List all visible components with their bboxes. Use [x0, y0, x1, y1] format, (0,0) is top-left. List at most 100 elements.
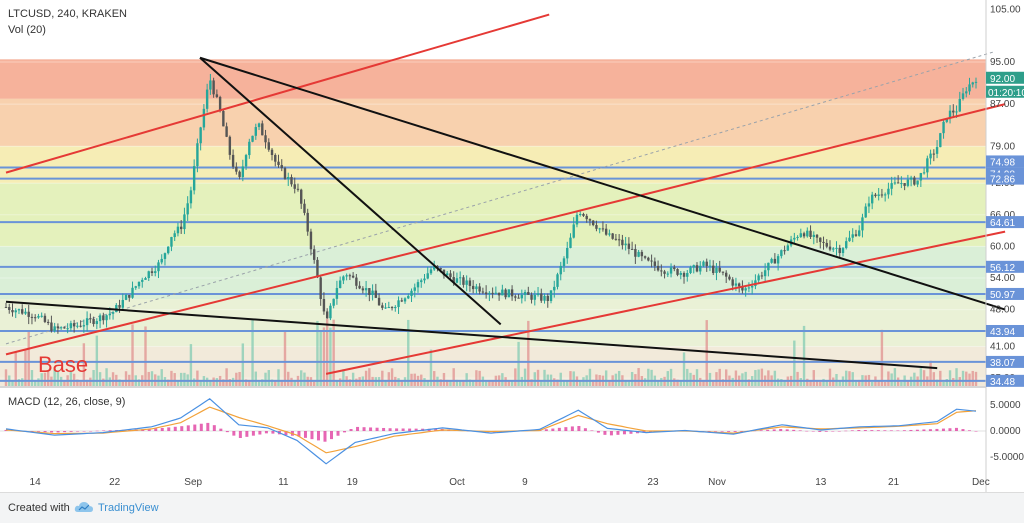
volume-bar-253 — [825, 381, 828, 386]
macd-hist-bar-62 — [408, 428, 412, 431]
candle-body-169 — [553, 286, 556, 291]
volume-bar-298 — [971, 370, 974, 386]
pane-separator[interactable] — [0, 386, 986, 388]
macd-axis[interactable]: 5.0000 0.0000 -5.0000 — [990, 400, 1024, 463]
macd-hist-bar-145 — [948, 428, 952, 431]
volume-legend[interactable]: Vol (20) — [8, 24, 46, 36]
candle-body-134 — [439, 268, 442, 270]
level-tag-bg-1 — [986, 155, 1024, 168]
candle-body-243 — [793, 237, 796, 240]
candle-body-232 — [757, 275, 760, 281]
candle-body-1 — [8, 307, 11, 311]
candle-body-208 — [679, 273, 682, 275]
macd-hist-bar-27 — [180, 426, 184, 431]
volume-bar-79 — [261, 379, 264, 386]
candle-body-216 — [705, 261, 708, 266]
candle-body-138 — [452, 277, 455, 283]
macd-hist-bar-9 — [63, 431, 67, 433]
candle-body-144 — [471, 285, 475, 290]
candle-body-254 — [828, 246, 832, 250]
candle-body-294 — [958, 98, 961, 112]
candle-body-210 — [686, 273, 689, 277]
candle-body-2 — [11, 310, 14, 313]
candle-body-93 — [306, 212, 309, 232]
candle-body-183 — [598, 228, 601, 230]
volume-bar-74 — [244, 379, 248, 386]
level-tag-38.07: 38.07 — [990, 358, 1015, 369]
candle-body-203 — [663, 271, 666, 274]
candle-body-137 — [449, 273, 452, 278]
level-tag-50.97: 50.97 — [990, 290, 1015, 301]
candle-body-247 — [806, 230, 809, 237]
level-tag-bg-9 — [986, 374, 1024, 387]
candle-body-199 — [650, 260, 653, 262]
volume-bar-246 — [802, 325, 806, 386]
volume-bar-95 — [312, 381, 316, 386]
volume-bar-43 — [144, 326, 147, 386]
candle-body-186 — [608, 233, 611, 235]
candle-body-191 — [624, 243, 627, 246]
volume-bar-175 — [572, 371, 575, 386]
volume-bar-229 — [747, 379, 751, 386]
volume-bar-163 — [533, 372, 536, 386]
candle-body-148 — [484, 292, 488, 295]
candle-body-141 — [462, 277, 465, 285]
volume-bar-262 — [854, 381, 858, 386]
macd-legend[interactable]: MACD (12, 26, close, 9) — [8, 396, 125, 408]
volume-bar-251 — [819, 381, 822, 386]
volume-bar-274 — [893, 368, 897, 386]
chart-canvas[interactable]: Base LTCUSD, 240, KRAKEN Vol (20) MACD (… — [0, 0, 1024, 492]
volume-bar-103 — [338, 378, 342, 386]
level-tag-bg-7 — [986, 324, 1024, 337]
volume-bar-108 — [355, 378, 358, 386]
candle-body-239 — [780, 250, 783, 257]
candle-body-56 — [186, 203, 189, 215]
volume-bar-11 — [40, 373, 43, 386]
candle-body-145 — [475, 286, 478, 290]
volume-bar-106 — [348, 379, 352, 386]
macd-hist-bar-122 — [798, 430, 802, 431]
candle-body-132 — [433, 265, 436, 270]
price-tick-95.00: 95.00 — [990, 57, 1015, 68]
candle-body-72 — [238, 171, 241, 177]
candle-body-258 — [841, 248, 845, 254]
level-tag-64.61: 64.61 — [990, 218, 1015, 229]
candle-body-97 — [319, 277, 322, 300]
candle-body-81 — [267, 142, 270, 150]
trendline-black-5 — [5, 300, 938, 370]
candle-body-150 — [491, 292, 494, 294]
macd-hist-bar-133 — [870, 430, 874, 431]
volume-bar-141 — [462, 381, 465, 386]
volume-bar-169 — [553, 378, 556, 386]
candle-body-20 — [69, 323, 73, 329]
volume-bar-13 — [46, 371, 50, 386]
volume-bar-149 — [488, 379, 491, 386]
candle-body-114 — [374, 290, 378, 298]
volume-bar-235 — [767, 370, 770, 386]
time-axis[interactable]: 14 22 Sep 11 19 Oct 9 23 Nov 13 21 Dec — [30, 477, 990, 488]
volume-bar-261 — [851, 372, 854, 386]
volume-bar-290 — [945, 378, 949, 386]
volume-bar-198 — [647, 368, 650, 386]
volume-bar-25 — [85, 379, 89, 386]
candle-body-297 — [968, 84, 971, 92]
volume-bar-228 — [744, 371, 747, 386]
candle-body-117 — [384, 307, 387, 309]
volume-bar-130 — [426, 380, 429, 386]
candle-body-139 — [455, 278, 459, 283]
volume-bar-288 — [939, 370, 942, 386]
macd-hist-bar-4 — [30, 431, 34, 432]
candle-body-99 — [325, 311, 329, 319]
volume-bar-80 — [264, 372, 267, 386]
candle-body-33 — [111, 312, 115, 314]
candle-body-280 — [913, 177, 916, 185]
symbol-legend[interactable]: LTCUSD, 240, KRAKEN — [8, 8, 127, 20]
volume-bar-121 — [397, 378, 400, 386]
volume-bar-180 — [588, 368, 592, 386]
volume-bar-286 — [932, 372, 936, 386]
candle-body-116 — [381, 305, 384, 308]
volume-bar-69 — [228, 379, 232, 386]
tradingview-link[interactable]: TradingView — [98, 502, 159, 514]
volume-bar-282 — [919, 368, 923, 386]
candle-body-241 — [786, 245, 790, 251]
